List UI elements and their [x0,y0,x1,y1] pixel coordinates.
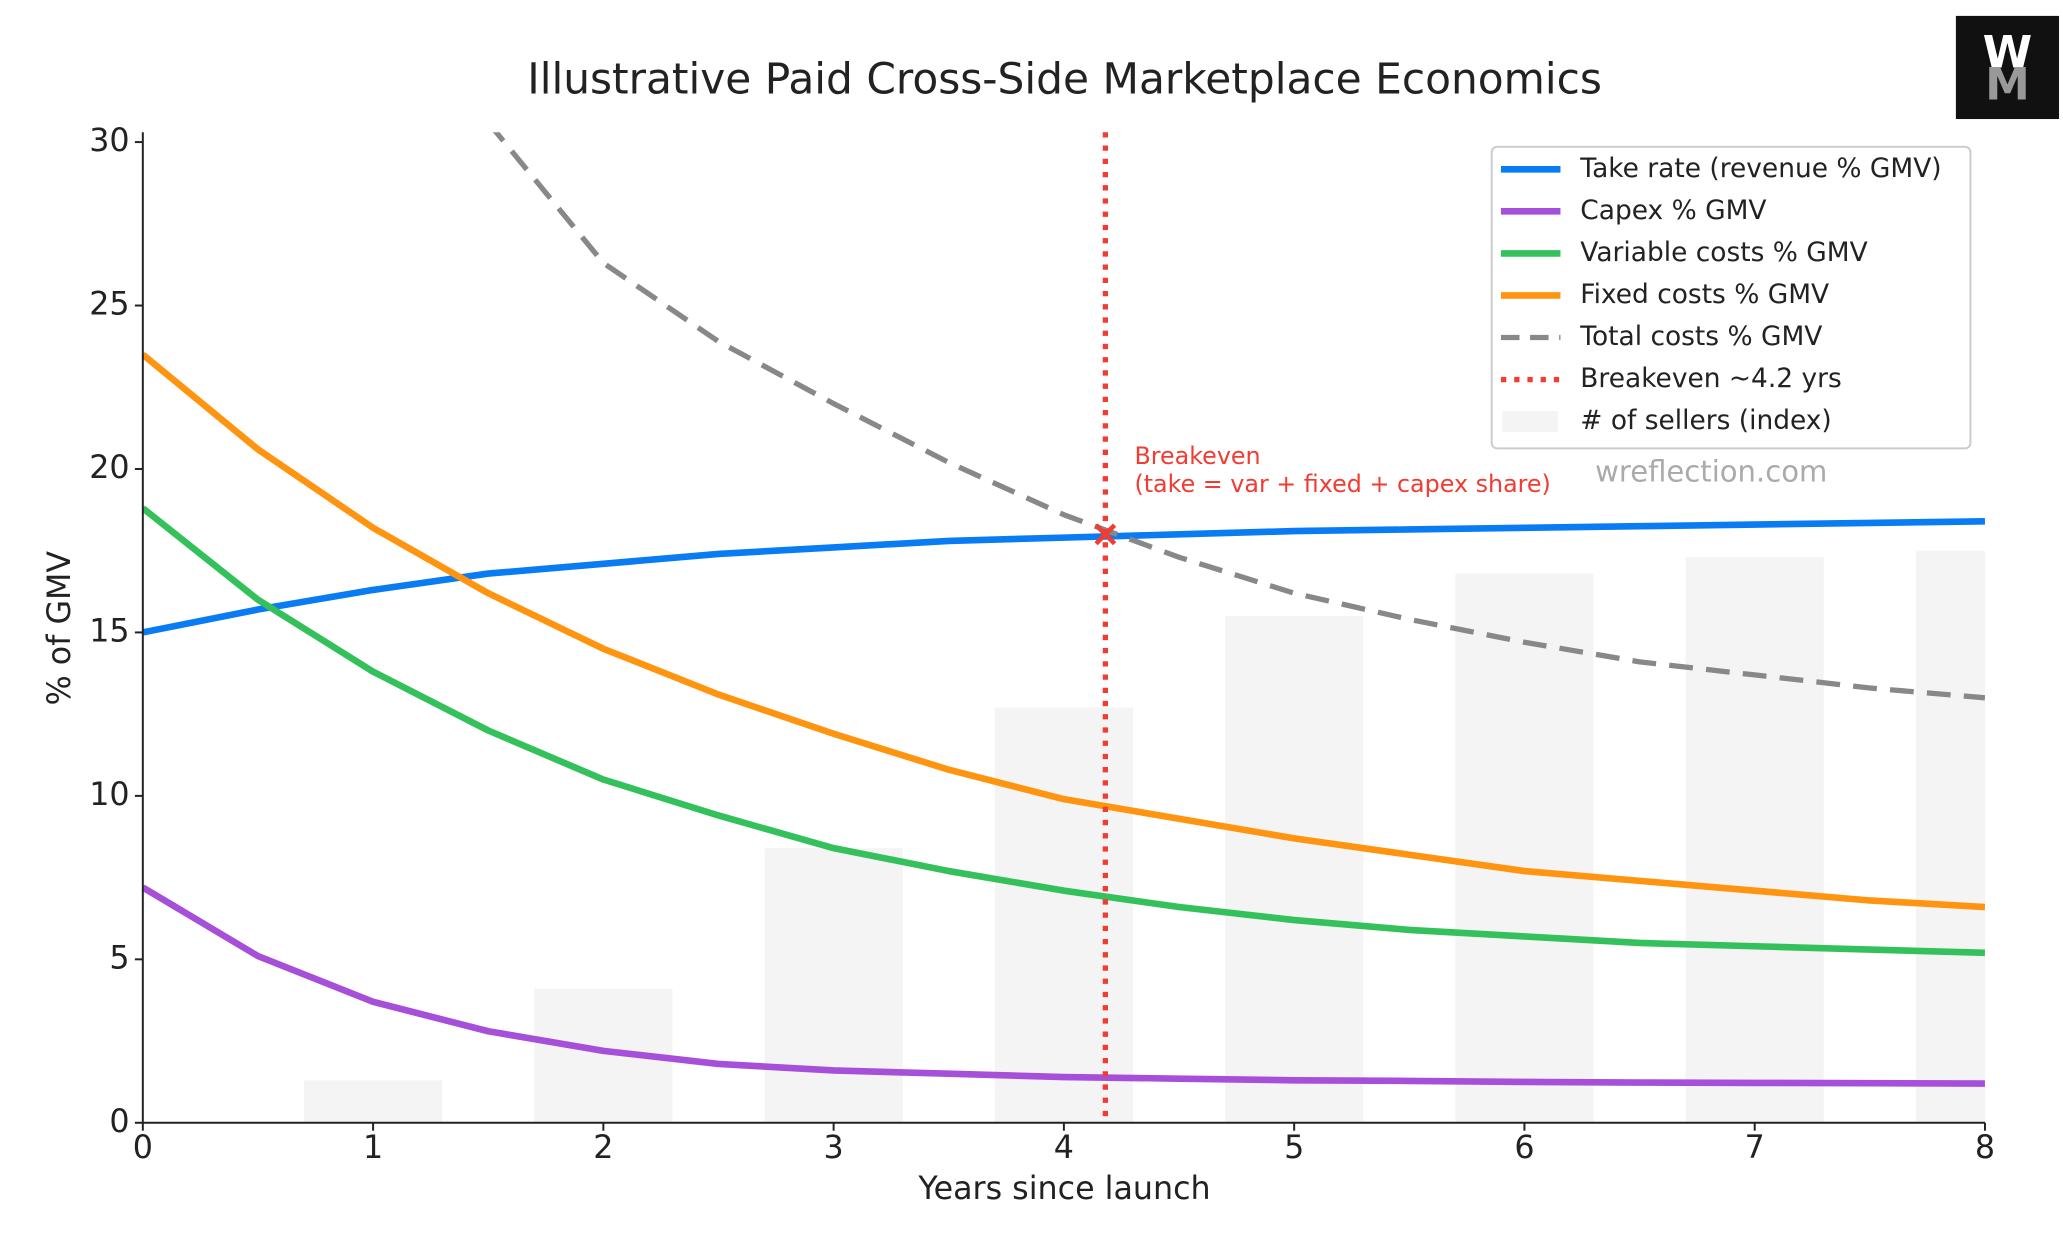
logo-box [1955,15,2060,120]
x-axis-label: Years since launch [917,1171,1210,1207]
bar [304,1080,443,1123]
plot-area [142,132,1985,1123]
line-series [142,517,1985,636]
watermark: wreflection.com [1595,454,1827,488]
legend-label: Take rate (revenue % GMV) [1579,153,1941,184]
x-tick-label: 5 [1284,1130,1304,1166]
legend-label: Capex % GMV [1580,195,1766,226]
legend: Take rate (revenue % GMV) Capex % GMV Vari… [1490,145,1972,450]
logo-letter: W [1983,26,2033,79]
logo-letter: M [1985,57,2030,110]
bar [1455,573,1594,1123]
legend-label: Variable costs % GMV [1580,237,1867,268]
line-series [142,884,1985,1087]
line-series [492,132,1985,701]
x-tick-label: 8 [1975,1130,1995,1166]
bar [764,848,903,1123]
legend-label: Fixed costs % GMV [1580,279,1829,310]
x-tick-label: 4 [1054,1130,1074,1166]
x-tick-label: 1 [363,1130,383,1166]
y-axis-label: % of GMV [42,551,78,706]
y-tick-label: 30 [89,123,129,159]
x-tick-label: 3 [824,1130,844,1166]
y-tick-label: 0 [109,1104,129,1140]
bar [994,707,1133,1123]
bar [1915,550,1985,1123]
x-tick-label: 6 [1514,1130,1534,1166]
line-series [142,505,1985,957]
annotation: (take = var + fixed + capex share) [1134,470,1550,498]
chart-title: Illustrative Paid Cross-Side Marketplace… [527,55,1602,104]
y-tick-label: 15 [89,613,129,649]
y-tick-label: 10 [89,777,129,813]
legend-swatch [1502,411,1558,433]
overlay: Breakeven(take = var + fixed + capex sha… [1094,132,1827,1123]
breakeven-marker [1094,523,1117,546]
bar [1685,557,1824,1123]
legend-label: # of sellers (index) [1580,405,1831,436]
x-tick-label: 0 [133,1130,153,1166]
y-tick-label: 20 [89,450,129,486]
x-tick-label: 7 [1745,1130,1765,1166]
y-tick-label: 5 [109,940,129,976]
legend-label: Breakeven ~4.2 yrs [1580,363,1841,394]
x-tick-label: 2 [593,1130,613,1166]
annotation: Breakeven [1134,442,1260,470]
line-series [142,352,1985,911]
logo: W M [1955,15,2060,120]
legend-label: Total costs % GMV [1579,321,1822,352]
y-tick-label: 25 [89,287,129,323]
bar [1225,616,1364,1123]
legend-box [1490,145,1972,450]
